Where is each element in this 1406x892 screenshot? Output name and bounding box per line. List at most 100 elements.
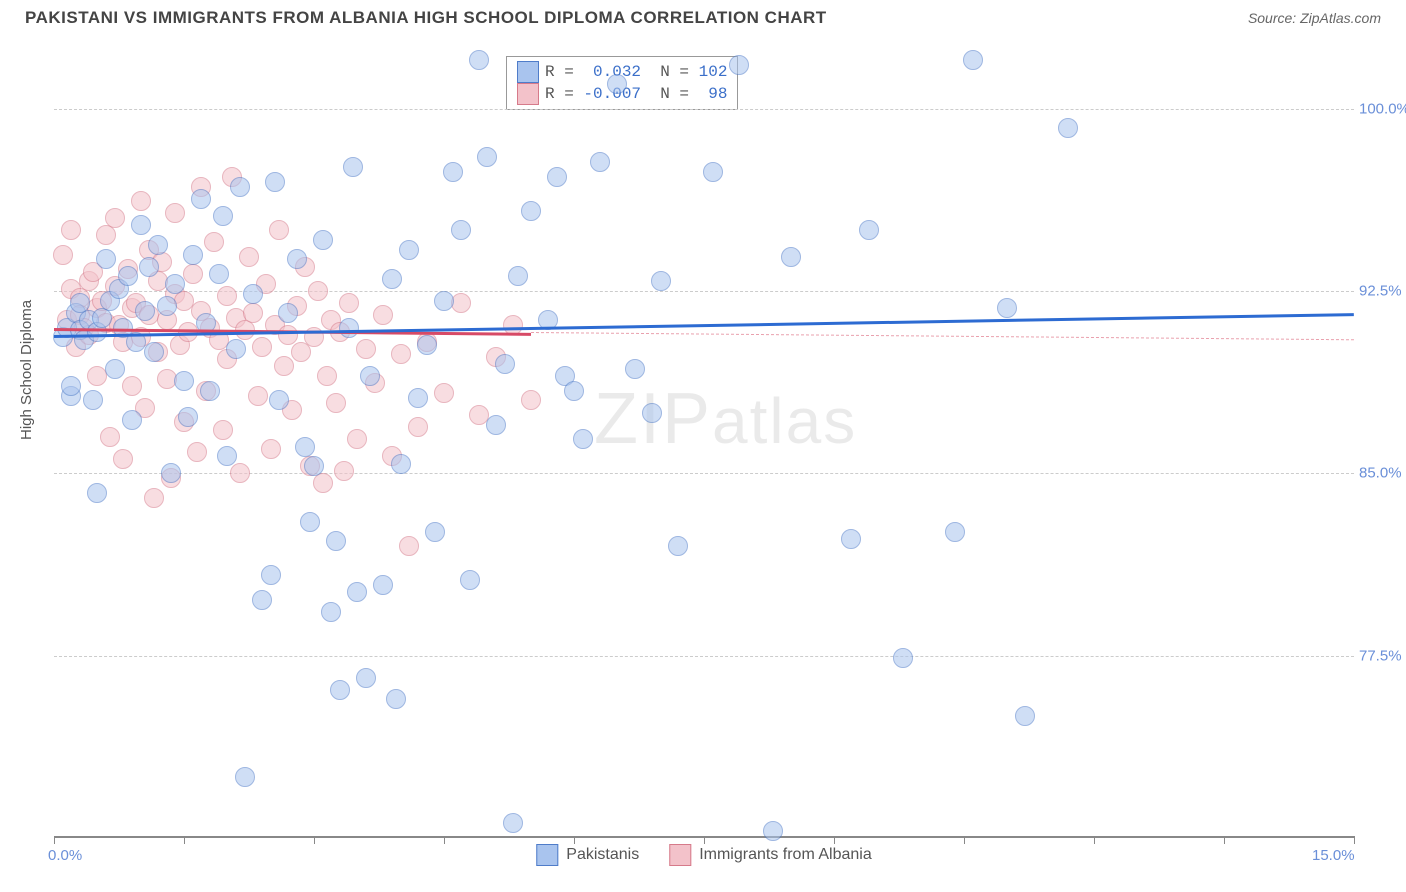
scatter-point — [269, 220, 289, 240]
scatter-point — [573, 429, 593, 449]
legend-swatch-icon — [536, 844, 558, 866]
scatter-point — [434, 383, 454, 403]
scatter-point — [945, 522, 965, 542]
scatter-point — [334, 461, 354, 481]
chart-title: PAKISTANI VS IMMIGRANTS FROM ALBANIA HIG… — [25, 8, 827, 28]
scatter-point — [607, 74, 627, 94]
scatter-point — [113, 449, 133, 469]
scatter-point — [460, 570, 480, 590]
scatter-point — [252, 337, 272, 357]
scatter-point — [53, 245, 73, 265]
scatter-point — [96, 225, 116, 245]
x-tick-label: 15.0% — [1312, 847, 1355, 864]
scatter-point — [183, 245, 203, 265]
y-tick-label: 92.5% — [1359, 283, 1406, 300]
x-tick — [1224, 836, 1225, 844]
x-tick — [704, 836, 705, 844]
scatter-point — [729, 55, 749, 75]
scatter-point — [469, 50, 489, 70]
legend-label: Immigrants from Albania — [699, 846, 872, 864]
scatter-point — [252, 590, 272, 610]
legend-stat-text: R = -0.007 N = 98 — [545, 85, 727, 103]
scatter-point — [243, 303, 263, 323]
x-tick — [1094, 836, 1095, 844]
x-tick — [54, 836, 55, 844]
scatter-point — [239, 247, 259, 267]
scatter-point — [278, 303, 298, 323]
legend-bottom: Pakistanis Immigrants from Albania — [536, 844, 871, 866]
scatter-point — [373, 305, 393, 325]
scatter-point — [486, 415, 506, 435]
scatter-point — [144, 488, 164, 508]
scatter-point — [521, 201, 541, 221]
x-tick-label: 0.0% — [48, 847, 82, 864]
scatter-point — [893, 648, 913, 668]
trend-line — [531, 332, 1354, 341]
scatter-point — [651, 271, 671, 291]
scatter-point — [477, 147, 497, 167]
gridline — [54, 656, 1354, 657]
scatter-point — [243, 284, 263, 304]
scatter-point — [61, 220, 81, 240]
scatter-point — [590, 152, 610, 172]
scatter-point — [87, 483, 107, 503]
scatter-point — [391, 344, 411, 364]
scatter-point — [343, 157, 363, 177]
chart-plot-area: ZIPatlas R = 0.032 N = 102R = -0.007 N =… — [54, 48, 1354, 838]
scatter-point — [360, 366, 380, 386]
scatter-point — [144, 342, 164, 362]
scatter-point — [148, 235, 168, 255]
scatter-point — [274, 356, 294, 376]
scatter-point — [382, 269, 402, 289]
x-tick — [574, 836, 575, 844]
scatter-point — [330, 680, 350, 700]
scatter-point — [326, 531, 346, 551]
scatter-point — [105, 208, 125, 228]
scatter-point — [321, 602, 341, 622]
scatter-point — [451, 293, 471, 313]
scatter-point — [226, 339, 246, 359]
scatter-point — [213, 420, 233, 440]
scatter-point — [763, 821, 783, 841]
scatter-point — [313, 230, 333, 250]
scatter-point — [261, 439, 281, 459]
x-tick — [834, 836, 835, 844]
scatter-point — [391, 454, 411, 474]
y-tick-label: 77.5% — [1359, 647, 1406, 664]
scatter-point — [859, 220, 879, 240]
scatter-point — [347, 429, 367, 449]
legend-swatch-icon — [517, 83, 539, 105]
scatter-point — [495, 354, 515, 374]
scatter-point — [963, 50, 983, 70]
scatter-point — [178, 407, 198, 427]
scatter-point — [564, 381, 584, 401]
scatter-point — [217, 286, 237, 306]
scatter-point — [295, 437, 315, 457]
scatter-point — [703, 162, 723, 182]
legend-item-pakistanis: Pakistanis — [536, 844, 639, 866]
scatter-point — [191, 189, 211, 209]
scatter-point — [408, 388, 428, 408]
scatter-point — [668, 536, 688, 556]
scatter-point — [399, 240, 419, 260]
scatter-point — [209, 264, 229, 284]
scatter-point — [503, 813, 523, 833]
scatter-point — [356, 668, 376, 688]
scatter-point — [508, 266, 528, 286]
scatter-point — [1058, 118, 1078, 138]
scatter-point — [131, 191, 151, 211]
scatter-point — [339, 318, 359, 338]
scatter-point — [161, 463, 181, 483]
x-tick — [964, 836, 965, 844]
y-tick-label: 85.0% — [1359, 465, 1406, 482]
legend-swatch-icon — [517, 61, 539, 83]
scatter-point — [443, 162, 463, 182]
scatter-point — [1015, 706, 1035, 726]
scatter-point — [183, 264, 203, 284]
scatter-point — [230, 463, 250, 483]
scatter-point — [417, 335, 437, 355]
scatter-point — [841, 529, 861, 549]
scatter-point — [287, 249, 307, 269]
scatter-point — [547, 167, 567, 187]
source-label: Source: ZipAtlas.com — [1248, 10, 1381, 26]
